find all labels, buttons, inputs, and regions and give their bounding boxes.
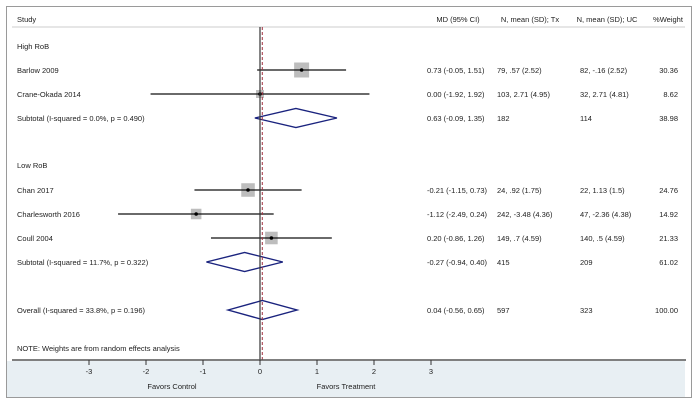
- md-ci-value: -1.12 (-2.49, 0.24): [427, 210, 488, 219]
- x-tick-label: 2: [372, 367, 376, 376]
- md-ci-value: 0.00 (-1.92, 1.92): [427, 90, 485, 99]
- header-md: MD (95% CI): [436, 15, 480, 24]
- header-tx: N, mean (SD); Tx: [501, 15, 559, 24]
- md-ci-value: -0.21 (-1.15, 0.73): [427, 186, 488, 195]
- study-label: Chan 2017: [17, 186, 54, 195]
- study-label: Coull 2004: [17, 234, 53, 243]
- weight-value: 100.00: [655, 306, 678, 315]
- group-label: Low RoB: [17, 161, 47, 170]
- subtotal-diamond: [206, 251, 283, 273]
- header-uc: N, mean (SD); UC: [577, 15, 638, 24]
- tx-value: 242, -3.48 (4.36): [497, 210, 553, 219]
- point-estimate: [299, 68, 304, 72]
- study-label: Barlow 2009: [17, 66, 59, 75]
- uc-value: 22, 1.13 (1.5): [580, 186, 625, 195]
- weight-value: 8.62: [663, 90, 678, 99]
- x-tick-label: 3: [429, 367, 433, 376]
- uc-value: 114: [580, 114, 592, 123]
- point-estimate: [246, 188, 250, 192]
- tx-value: 182: [497, 114, 510, 123]
- point-estimate: [269, 236, 274, 240]
- md-ci-value: 0.73 (-0.05, 1.51): [427, 66, 485, 75]
- tx-value: 24, .92 (1.75): [497, 186, 542, 195]
- tx-value: 103, 2.71 (4.95): [497, 90, 550, 99]
- x-tick-label: 0: [258, 367, 262, 376]
- weight-value: 30.36: [659, 66, 678, 75]
- weight-value: 61.02: [659, 258, 678, 267]
- uc-value: 82, -.16 (2.52): [580, 66, 628, 75]
- study-label: Charlesworth 2016: [17, 210, 80, 219]
- header-weight: %Weight: [653, 15, 684, 24]
- subtotal-label: Subtotal (I-squared = 11.7%, p = 0.322): [17, 258, 149, 267]
- md-ci-value: 0.04 (-0.56, 0.65): [427, 306, 485, 315]
- forest-plot-frame: [6, 6, 692, 398]
- group-label: High RoB: [17, 42, 49, 51]
- axis-panel: [7, 361, 685, 397]
- study-label: Crane-Okada 2014: [17, 90, 81, 99]
- header-study: Study: [17, 15, 36, 24]
- overall-diamond: [225, 299, 300, 321]
- weight-value: 24.76: [659, 186, 678, 195]
- tx-value: 415: [497, 258, 510, 267]
- uc-value: 323: [580, 306, 593, 315]
- md-ci-value: 0.63 (-0.09, 1.35): [427, 114, 485, 123]
- weight-value: 21.33: [659, 234, 678, 243]
- weight-value: 14.92: [659, 210, 678, 219]
- x-tick-label: 1: [315, 367, 319, 376]
- overall-label: Overall (I-squared = 33.8%, p = 0.196): [17, 306, 145, 315]
- x-tick-label: -3: [86, 367, 93, 376]
- md-ci-value: 0.20 (-0.86, 1.26): [427, 234, 485, 243]
- tx-value: 149, .7 (4.59): [497, 234, 542, 243]
- tx-value: 597: [497, 306, 510, 315]
- weight-value: 38.98: [659, 114, 678, 123]
- uc-value: 47, -2.36 (4.38): [580, 210, 632, 219]
- favors-treatment-label: Favors Treatment: [317, 382, 377, 391]
- x-tick-label: -1: [200, 367, 207, 376]
- note-text: NOTE: Weights are from random effects an…: [17, 344, 180, 353]
- subtotal-label: Subtotal (I-squared = 0.0%, p = 0.490): [17, 114, 145, 123]
- uc-value: 140, .5 (4.59): [580, 234, 625, 243]
- md-ci-value: -0.27 (-0.94, 0.40): [427, 258, 488, 267]
- subtotal-diamond: [254, 107, 338, 129]
- tx-value: 79, .57 (2.52): [497, 66, 542, 75]
- uc-value: 209: [580, 258, 593, 267]
- favors-control-label: Favors Control: [147, 382, 197, 391]
- x-tick-label: -2: [143, 367, 150, 376]
- point-estimate: [194, 212, 198, 216]
- uc-value: 32, 2.71 (4.81): [580, 90, 629, 99]
